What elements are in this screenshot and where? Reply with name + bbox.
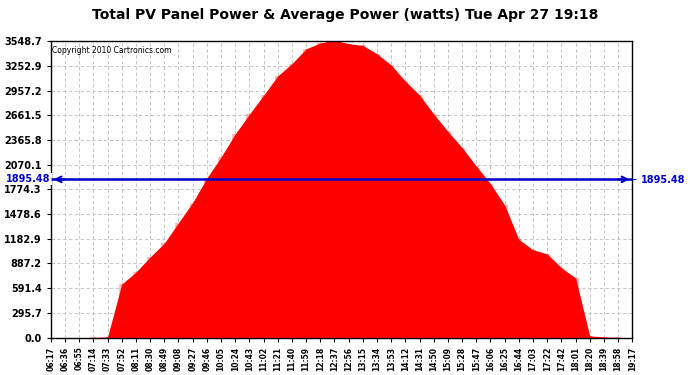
Text: 1895.48: 1895.48 [6, 174, 51, 184]
Text: Copyright 2010 Cartronics.com: Copyright 2010 Cartronics.com [52, 46, 172, 55]
Text: Total PV Panel Power & Average Power (watts) Tue Apr 27 19:18: Total PV Panel Power & Average Power (wa… [92, 8, 598, 21]
